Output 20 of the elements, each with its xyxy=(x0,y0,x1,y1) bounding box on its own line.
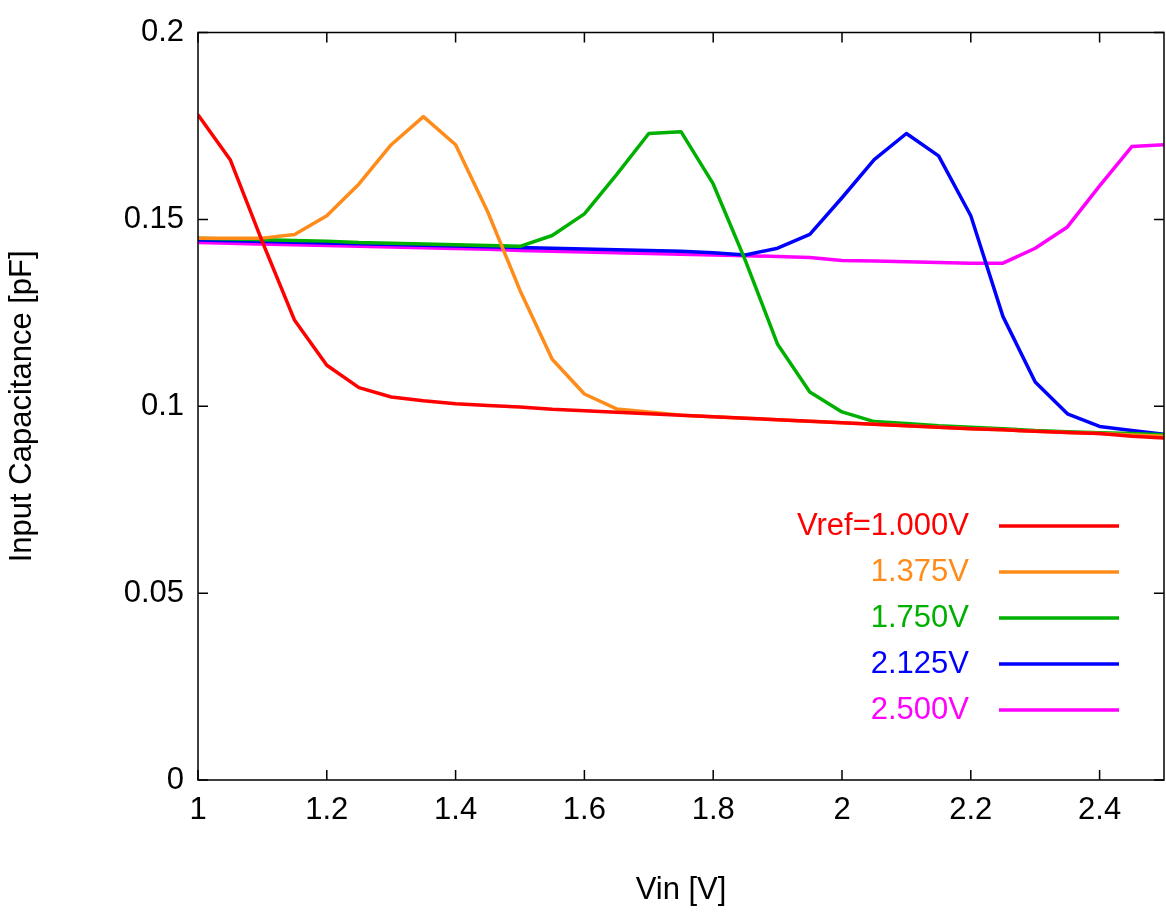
y-tick-label: 0 xyxy=(166,760,184,796)
x-tick-label: 1.8 xyxy=(691,791,735,827)
x-tick-label: 1 xyxy=(189,791,207,827)
x-tick-label: 1.6 xyxy=(562,791,606,827)
y-tick-label: 0.2 xyxy=(140,13,184,49)
y-tick-label: 0.1 xyxy=(140,386,184,422)
x-tick-label: 2.2 xyxy=(949,791,993,827)
x-tick-label: 2.4 xyxy=(1078,791,1122,827)
y-axis-title: Input Capacitance [pF] xyxy=(3,250,39,563)
legend-label: 1.375V xyxy=(870,552,970,588)
legend-label: 1.750V xyxy=(870,598,970,634)
legend-label: 2.125V xyxy=(870,644,970,680)
x-tick-label: 1.2 xyxy=(305,791,349,827)
x-tick-label: 1.4 xyxy=(434,791,478,827)
y-tick-label: 0.15 xyxy=(123,200,184,235)
y-tick-label: 0.05 xyxy=(123,573,184,609)
x-tick-label: 2 xyxy=(833,791,851,827)
legend-label: 2.500V xyxy=(870,690,970,726)
x-axis-title: Vin [V] xyxy=(635,870,727,906)
legend-label: Vref=1.000V xyxy=(796,506,970,542)
